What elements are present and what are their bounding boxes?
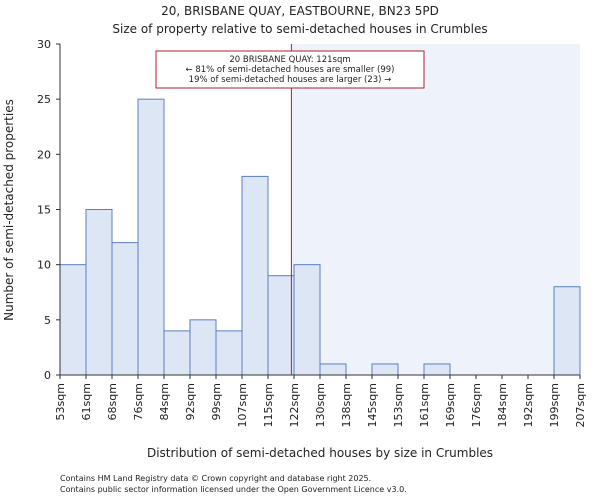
x-tick-label-161sqm: 161sqm — [418, 383, 431, 427]
annotation-box — [155, 50, 425, 89]
bar-107sqm — [241, 175, 269, 376]
x-tick-label-130sqm: 130sqm — [314, 383, 327, 427]
bar-99sqm — [215, 330, 243, 376]
bar-84sqm — [163, 330, 191, 376]
y-tick-label-15: 15 — [37, 204, 51, 217]
x-tick-label-199sqm: 199sqm — [548, 383, 561, 427]
x-tick-label-99sqm: 99sqm — [210, 383, 223, 420]
x-tick-label-145sqm: 145sqm — [366, 383, 379, 427]
x-tick-label-153sqm: 153sqm — [392, 383, 405, 427]
x-tick-label-169sqm: 169sqm — [444, 383, 457, 427]
bar-161sqm — [423, 363, 451, 376]
bar-145sqm — [371, 363, 399, 376]
footer-line-1: Contains HM Land Registry data © Crown c… — [60, 474, 371, 483]
x-tick-label-122sqm: 122sqm — [288, 383, 301, 427]
x-tick-label-68sqm: 68sqm — [106, 383, 119, 420]
x-tick-label-92sqm: 92sqm — [184, 383, 197, 420]
annotation-line-2: ← 81% of semi-detached houses are smalle… — [186, 65, 395, 75]
y-tick-label-20: 20 — [37, 148, 51, 161]
bar-115sqm — [267, 275, 295, 376]
bar-68sqm — [111, 242, 139, 376]
x-tick-label-184sqm: 184sqm — [496, 383, 509, 427]
x-tick-label-84sqm: 84sqm — [158, 383, 171, 420]
footer-line-2: Contains public sector information licen… — [60, 485, 407, 494]
x-tick-label-176sqm: 176sqm — [470, 383, 483, 427]
y-tick-label-25: 25 — [37, 93, 51, 106]
x-tick-label-61sqm: 61sqm — [80, 383, 93, 420]
larger-region-shade — [291, 44, 580, 375]
x-tick-label-53sqm: 53sqm — [54, 383, 67, 420]
bar-92sqm — [189, 319, 217, 376]
y-axis-title: Number of semi-detached properties — [2, 99, 16, 321]
bar-130sqm — [319, 363, 347, 376]
chart-subtitle: Size of property relative to semi-detach… — [112, 22, 487, 36]
y-tick-label-0: 0 — [44, 369, 51, 382]
plot-area: 0 5 10 15 20 25 30 53sqm 61sqm 68sqm 76sqm 84sqm 92s… — [37, 38, 587, 427]
bar-199sqm — [553, 286, 581, 376]
x-tick-label-192sqm: 192sqm — [522, 383, 535, 427]
x-axis-title: Distribution of semi-detached houses by … — [147, 446, 493, 460]
x-tick-label-107sqm: 107sqm — [236, 383, 249, 427]
bar-61sqm — [85, 209, 113, 376]
bar-122sqm — [293, 264, 321, 376]
annotation-line-3: 19% of semi-detached houses are larger (… — [189, 75, 392, 85]
bar-53sqm — [59, 264, 87, 376]
x-tick-label-76sqm: 76sqm — [132, 383, 145, 420]
x-tick-label-115sqm: 115sqm — [262, 383, 275, 427]
y-tick-label-5: 5 — [44, 314, 51, 327]
y-tick-label-30: 30 — [37, 38, 51, 51]
bar-76sqm — [137, 98, 165, 376]
annotation-line-1: 20 BRISBANE QUAY: 121sqm — [229, 55, 350, 65]
x-tick-label-207sqm: 207sqm — [574, 383, 587, 427]
x-tick-label-138sqm: 138sqm — [340, 383, 353, 427]
chart-title: 20, BRISBANE QUAY, EASTBOURNE, BN23 5PD — [161, 4, 439, 18]
y-tick-label-10: 10 — [37, 259, 51, 272]
